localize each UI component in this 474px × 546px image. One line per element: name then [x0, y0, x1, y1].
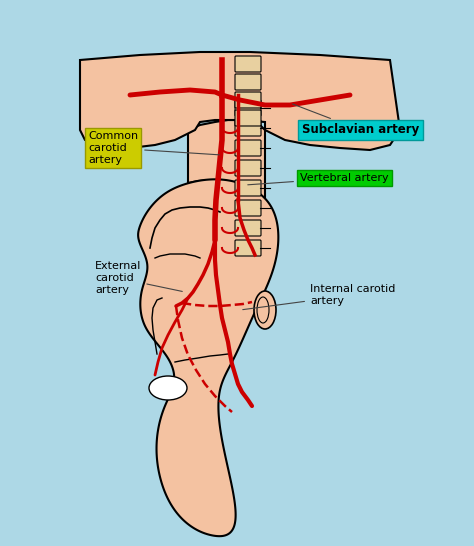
Ellipse shape	[254, 291, 276, 329]
FancyBboxPatch shape	[235, 240, 261, 256]
Text: External
carotid
artery: External carotid artery	[95, 262, 182, 295]
FancyBboxPatch shape	[235, 140, 261, 156]
FancyBboxPatch shape	[235, 110, 261, 126]
Ellipse shape	[149, 376, 187, 400]
FancyBboxPatch shape	[235, 160, 261, 176]
FancyBboxPatch shape	[235, 180, 261, 196]
FancyBboxPatch shape	[235, 220, 261, 236]
FancyBboxPatch shape	[235, 100, 261, 116]
FancyBboxPatch shape	[235, 92, 261, 108]
FancyBboxPatch shape	[235, 120, 261, 136]
FancyBboxPatch shape	[235, 56, 261, 72]
Text: Vertebral artery: Vertebral artery	[248, 173, 389, 185]
Text: Subclavian artery: Subclavian artery	[292, 104, 419, 136]
FancyBboxPatch shape	[235, 200, 261, 216]
Text: Internal carotid
artery: Internal carotid artery	[243, 284, 395, 310]
Polygon shape	[138, 179, 278, 536]
Text: Common
carotid
artery: Common carotid artery	[88, 132, 219, 164]
Polygon shape	[188, 120, 265, 222]
FancyBboxPatch shape	[235, 74, 261, 90]
Polygon shape	[80, 52, 400, 150]
